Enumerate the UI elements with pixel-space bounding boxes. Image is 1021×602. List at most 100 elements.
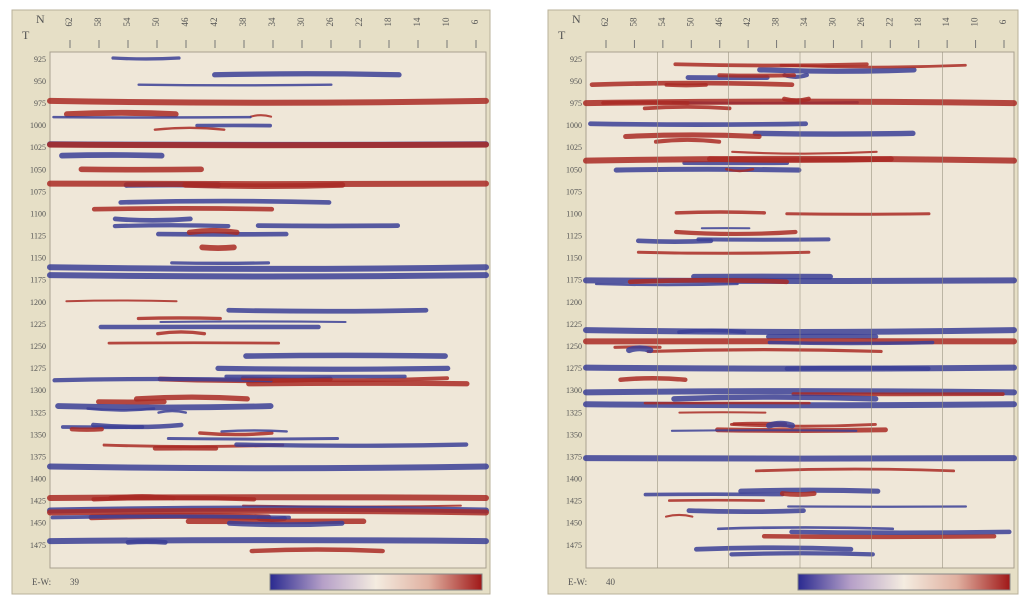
- time-label: 1475: [566, 541, 582, 550]
- time-label: 1000: [30, 121, 46, 130]
- time-label: 975: [34, 99, 46, 108]
- top-label: 46: [714, 17, 724, 27]
- reflection: [229, 523, 342, 524]
- reflection: [621, 378, 686, 380]
- time-label: 1475: [30, 541, 46, 550]
- top-label: 26: [325, 17, 335, 27]
- reflection: [596, 284, 737, 285]
- reflection: [158, 332, 205, 334]
- reflection: [769, 343, 932, 344]
- time-label: 1375: [30, 452, 46, 461]
- colorbar: [270, 574, 482, 590]
- time-label: 1050: [30, 165, 46, 174]
- top-label: 42: [209, 18, 219, 27]
- time-label: 1050: [566, 165, 582, 174]
- reflection: [249, 383, 467, 384]
- reflection: [689, 511, 804, 512]
- figure: NT62585450464238343026221814106925950975…: [0, 0, 1021, 597]
- reflection: [676, 212, 764, 213]
- top-label: 18: [913, 17, 923, 27]
- reflection: [222, 430, 287, 431]
- top-label: 58: [628, 17, 638, 27]
- colorbar: [798, 574, 1010, 590]
- time-label: 1300: [566, 386, 582, 395]
- time-label: 1275: [30, 364, 46, 373]
- reflection: [784, 99, 808, 101]
- time-label: 1075: [566, 187, 582, 196]
- reflection: [246, 355, 445, 356]
- time-label: 1400: [30, 475, 46, 484]
- top-label: 38: [771, 17, 781, 27]
- time-label: 1425: [30, 497, 46, 506]
- top-label: 58: [93, 17, 103, 27]
- top-label: 18: [383, 17, 393, 27]
- reflection: [792, 532, 1010, 533]
- reflection: [138, 318, 220, 319]
- top-label: 26: [856, 17, 866, 27]
- time-label: 975: [570, 99, 582, 108]
- top-label: 14: [941, 17, 951, 27]
- top-label: 14: [412, 17, 422, 27]
- time-label: 1375: [566, 452, 582, 461]
- time-label: 1150: [30, 254, 46, 263]
- reflection: [696, 548, 851, 549]
- reflection: [200, 433, 272, 435]
- reflection: [50, 267, 486, 269]
- reflection: [62, 155, 162, 156]
- top-label: 10: [970, 17, 980, 27]
- page: {"panels": [ {"corner_top": "N", "corner…: [0, 0, 1021, 597]
- reflection: [160, 321, 345, 322]
- time-label: 1300: [30, 386, 46, 395]
- reflection: [782, 493, 814, 494]
- time-label: 1200: [30, 298, 46, 307]
- reflection: [202, 247, 234, 248]
- footer-label: E-W:: [568, 577, 587, 587]
- time-label: 925: [34, 55, 46, 64]
- time-label: 1000: [566, 121, 582, 130]
- top-label: 62: [600, 18, 610, 27]
- reflection: [731, 553, 872, 554]
- top-label: 34: [799, 17, 809, 27]
- reflection: [137, 397, 248, 399]
- top-label: 50: [685, 17, 695, 27]
- top-label: 54: [657, 17, 667, 27]
- reflection: [50, 511, 486, 513]
- reflection: [764, 536, 994, 537]
- top-label: 38: [238, 17, 248, 27]
- reflection: [674, 397, 876, 399]
- time-label: 1325: [566, 408, 582, 417]
- time-label: 1125: [566, 232, 582, 241]
- reflection: [53, 516, 290, 517]
- reflection: [168, 439, 337, 440]
- time-label: 1450: [30, 519, 46, 528]
- reflection: [55, 379, 271, 380]
- reflection: [630, 280, 786, 282]
- time-label: 950: [34, 77, 46, 86]
- reflection: [629, 348, 650, 350]
- reflection: [768, 336, 875, 337]
- time-label: 925: [570, 55, 582, 64]
- reflection: [603, 102, 688, 103]
- time-label: 1325: [30, 408, 46, 417]
- top-label: 34: [267, 17, 277, 27]
- top-label: 22: [884, 18, 894, 27]
- reflection: [236, 445, 466, 446]
- reflection: [243, 378, 447, 380]
- reflection: [215, 74, 399, 75]
- top-label: 46: [180, 17, 190, 27]
- reflection: [741, 490, 878, 491]
- reflection: [50, 275, 486, 276]
- top-label: 30: [296, 17, 306, 27]
- corner-left: T: [22, 28, 30, 42]
- time-label: 1450: [566, 519, 582, 528]
- time-label: 1175: [30, 276, 46, 285]
- time-label: 1025: [30, 143, 46, 152]
- time-label: 1250: [566, 342, 582, 351]
- reflection: [66, 300, 176, 301]
- corner-top: N: [572, 12, 581, 26]
- reflection: [50, 145, 486, 146]
- time-label: 1225: [30, 320, 46, 329]
- reflection: [58, 406, 271, 407]
